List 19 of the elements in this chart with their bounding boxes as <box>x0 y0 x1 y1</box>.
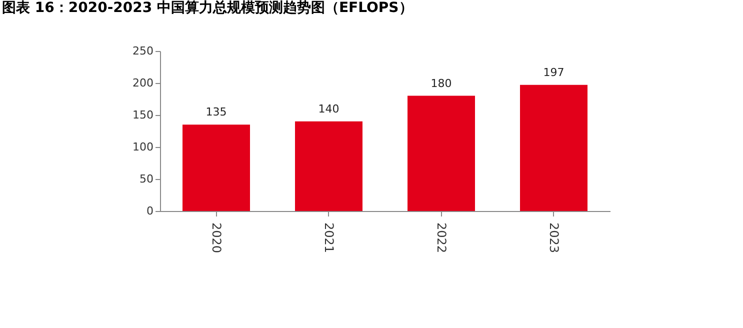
y-tick-label: 50 <box>140 172 154 186</box>
x-tick-label: 2023 <box>546 222 561 254</box>
data-label: 180 <box>430 76 452 90</box>
data-label: 197 <box>543 66 564 79</box>
x-tick-label: 2022 <box>434 222 448 254</box>
x-tick-label: 2021 <box>322 222 336 254</box>
bar <box>408 96 475 211</box>
y-tick-label: 200 <box>132 76 154 90</box>
y-tick-label: 250 <box>132 44 154 58</box>
data-label: 140 <box>318 102 340 116</box>
chart-title: 图表 16：2020-2023 中国算力总规模预测趋势图（EFLOPS） <box>2 0 413 16</box>
x-tick-label: 2020 <box>209 222 224 254</box>
y-tick-label: 150 <box>132 108 154 122</box>
bar <box>295 121 362 211</box>
bar <box>520 84 588 211</box>
y-tick-label: 0 <box>146 204 154 218</box>
bar <box>182 124 250 211</box>
data-label: 135 <box>206 106 227 119</box>
y-tick-label: 100 <box>132 140 154 154</box>
